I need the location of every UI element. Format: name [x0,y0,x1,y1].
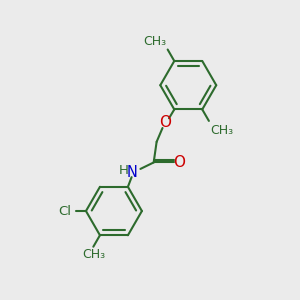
Text: N: N [126,165,137,180]
Text: H: H [118,164,128,177]
Text: O: O [160,115,172,130]
Text: CH₃: CH₃ [82,248,105,261]
Text: CH₃: CH₃ [210,124,233,137]
Text: CH₃: CH₃ [143,35,166,48]
Text: O: O [173,155,185,170]
Text: Cl: Cl [58,205,71,218]
